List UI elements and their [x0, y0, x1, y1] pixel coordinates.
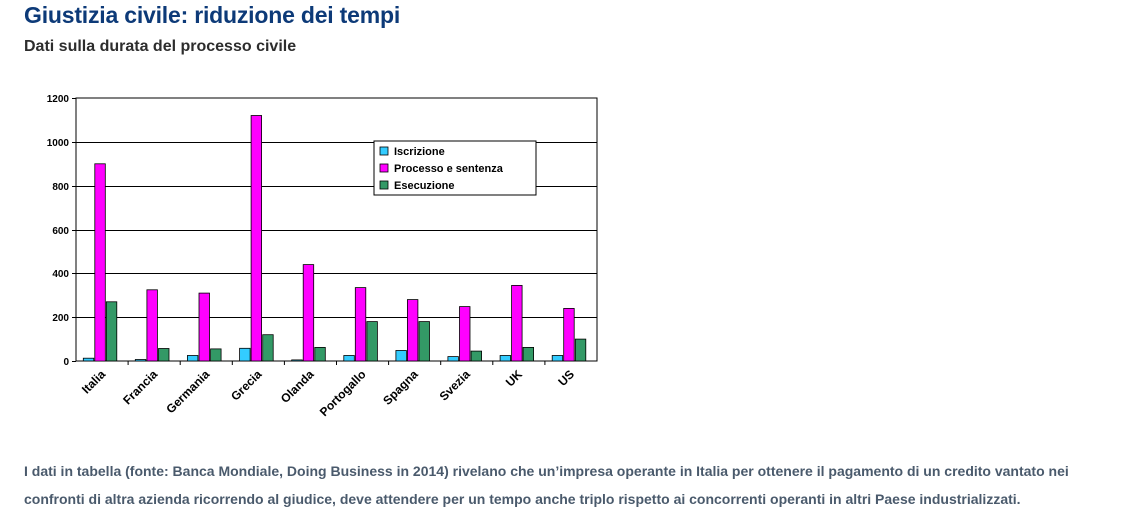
bar-chart: 0 200 400 600 800 1000 1200 Italia Francia German…: [47, 94, 598, 419]
bar: [470, 350, 483, 362]
legend-label: Iscrizione: [394, 146, 445, 158]
description-paragraph: I dati in tabella (fonte: Banca Mondiale…: [24, 463, 1069, 507]
y-tick-label: 200: [52, 313, 69, 324]
bar: [250, 115, 263, 362]
legend-label: Processo e sentenza: [394, 163, 504, 175]
x-tick-label: Spagna: [380, 367, 421, 408]
bar: [395, 350, 407, 362]
bar: [522, 346, 534, 362]
x-tick-label: Portogallo: [317, 367, 369, 419]
bar: [210, 348, 222, 362]
bar: [511, 284, 523, 362]
bar: [406, 299, 419, 362]
bar: [94, 163, 106, 362]
bar: [82, 357, 95, 362]
legend-box: [373, 140, 537, 196]
x-tick-label: Svezia: [437, 367, 474, 404]
x-tick-label: UK: [503, 367, 525, 389]
chart-container: 0 200 400 600 800 1000 1200 Italia Francia German…: [47, 94, 598, 419]
x-tick-label: Grecia: [228, 367, 265, 404]
legend-swatch: [379, 180, 389, 190]
bar: [262, 334, 274, 362]
bar: [459, 306, 471, 362]
legend-label: Esecuzione: [394, 180, 455, 192]
y-tick-label: 1000: [47, 138, 70, 149]
legend-swatch: [379, 163, 389, 173]
bar: [134, 359, 147, 362]
y-tick-label: 800: [52, 182, 69, 193]
x-tick-label: Italia: [79, 367, 108, 396]
x-tick-label: Olanda: [278, 367, 317, 406]
y-tick-label: 1200: [47, 94, 70, 105]
bar: [198, 292, 210, 362]
bar: [418, 321, 430, 362]
bar: [186, 355, 199, 362]
bar: [343, 355, 355, 362]
bar: [158, 348, 170, 362]
y-tick-label: 600: [52, 226, 69, 237]
bar: [574, 338, 587, 362]
bar: [239, 347, 251, 362]
bar: [302, 264, 315, 362]
bar: [354, 287, 367, 362]
x-tick-label: US: [555, 367, 577, 389]
y-tick-label: 400: [52, 269, 69, 280]
bar: [291, 359, 303, 362]
legend-swatch: [379, 146, 389, 156]
bar: [146, 289, 158, 362]
y-tick-label: 0: [63, 357, 69, 368]
bar: [366, 321, 378, 362]
bar: [563, 307, 575, 362]
bar: [105, 301, 118, 362]
bar: [447, 356, 459, 362]
x-tick-label: Francia: [120, 367, 160, 407]
page-title: Giustizia civile: riduzione dei tempi: [24, 2, 401, 28]
page-subtitle: Dati sulla durata del processo civile: [24, 38, 297, 55]
bar: [551, 355, 564, 362]
x-tick-label: Germania: [163, 367, 212, 416]
bar: [499, 355, 512, 362]
bar: [314, 346, 326, 362]
